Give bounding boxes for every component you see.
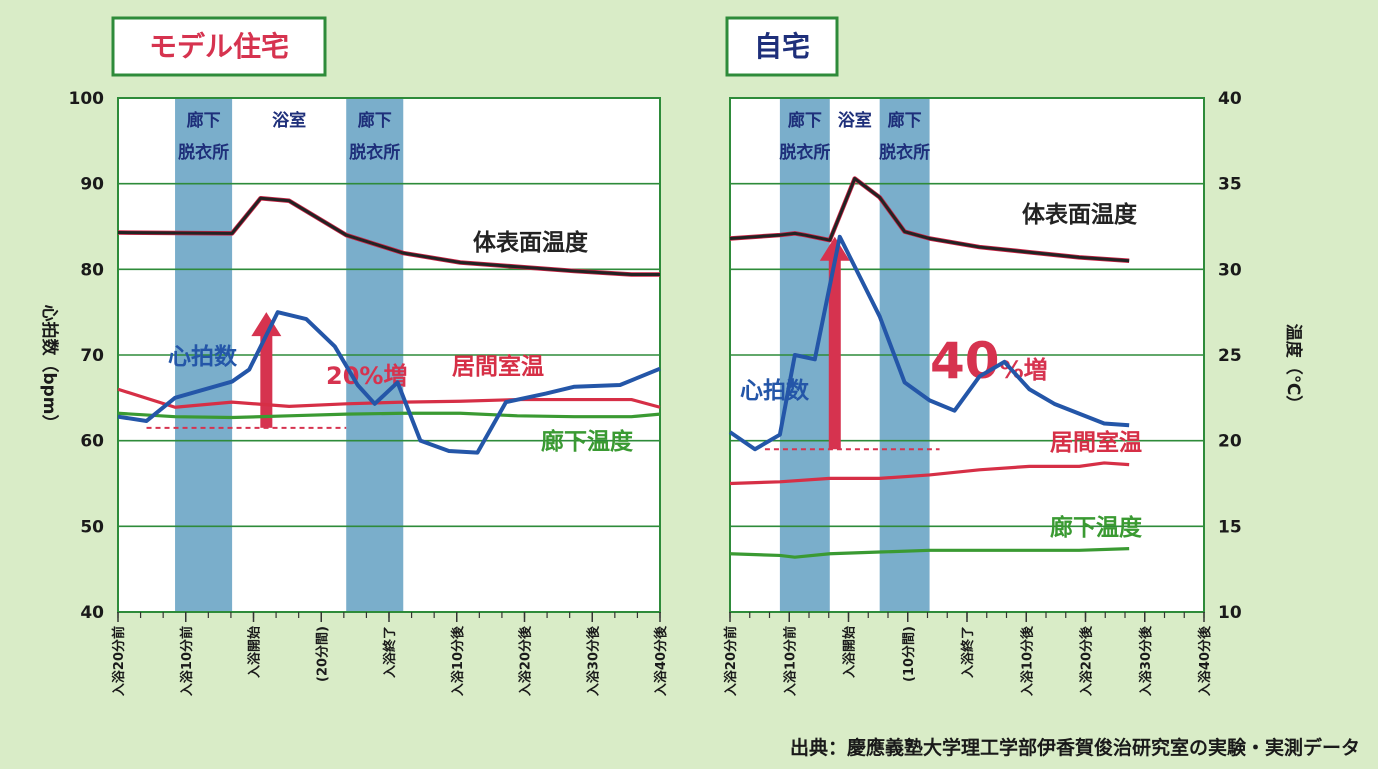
chart-title-box <box>725 16 839 77</box>
series-label: 体表面温度 <box>1022 201 1138 228</box>
y-tick-label: 100 <box>69 89 105 109</box>
x-tick-label: 入浴終了 <box>382 626 398 678</box>
x-tick-label: 入浴30分後 <box>585 625 601 696</box>
increase-arrow-shaft <box>828 258 841 450</box>
zone-label: 脱衣所 <box>178 142 229 163</box>
series-line-心拍数 <box>728 234 1130 452</box>
chart-title: 自宅 <box>754 30 810 63</box>
zone-label: 脱衣所 <box>349 142 400 163</box>
series-label: 居間室温 <box>452 353 544 380</box>
series-line-体表面温度 <box>117 196 660 276</box>
source-note: 出典：慶應義塾大学理工学部伊香賀俊治研究室の実験・実測データ <box>789 737 1360 759</box>
series-line-心拍数 <box>117 310 661 455</box>
x-tick-label: 入浴10分後 <box>450 625 466 696</box>
zone-label: 廊下 <box>187 110 221 131</box>
x-tick-label: (20分間) <box>314 626 330 682</box>
y-tick-label: 70 <box>80 346 104 366</box>
x-tick-label: 入浴40分後 <box>1197 625 1213 696</box>
x-tick-label: 入浴40分後 <box>653 625 669 696</box>
y-tick-label: 50 <box>80 517 104 537</box>
zone-label: 浴室 <box>272 110 306 131</box>
zone-label: 廊下 <box>788 110 822 131</box>
increase-arrow-shaft <box>260 334 273 428</box>
series-label: 廊下温度 <box>541 428 634 455</box>
series-label: 体表面温度 <box>473 229 589 256</box>
y-axis-label: 心拍数（bpm） <box>39 304 60 431</box>
series-line-居間室温 <box>729 461 1130 486</box>
series-line-廊下温度 <box>117 411 661 420</box>
y-tick-label: 10 <box>1218 603 1242 623</box>
series-label: 居間室温 <box>1050 429 1142 456</box>
y-tick-label: 40 <box>80 603 104 623</box>
series-line-体表面温度 <box>729 177 1130 263</box>
x-tick-label: 入浴開始 <box>247 626 263 678</box>
y-tick-label: 40 <box>1218 89 1242 109</box>
increase-arrow-head <box>251 312 282 337</box>
x-tick-label: 入浴20分後 <box>518 625 534 696</box>
series-label: 心拍数 <box>740 378 810 404</box>
series-label: 心拍数 <box>168 344 238 370</box>
y-tick-label: 80 <box>80 260 104 280</box>
y-tick-label: 15 <box>1218 517 1242 537</box>
zone-label: 廊下 <box>358 110 392 131</box>
x-tick-label: 入浴10分前 <box>179 626 195 696</box>
zone-label: 浴室 <box>838 110 872 131</box>
chart-title-box <box>111 16 327 77</box>
y-tick-label: 35 <box>1218 175 1242 195</box>
chart-title: モデル住宅 <box>149 30 289 63</box>
y-tick-label: 20 <box>1218 432 1242 452</box>
y-tick-label: 90 <box>80 175 104 195</box>
x-tick-label: 入浴20分前 <box>111 626 127 696</box>
series-label: 廊下温度 <box>1050 514 1143 541</box>
y-tick-label: 30 <box>1218 260 1242 280</box>
series-line-廊下温度 <box>729 547 1130 559</box>
y-tick-label: 25 <box>1218 346 1242 366</box>
x-tick-label: (10分間) <box>901 626 917 682</box>
y-tick-label: 60 <box>80 432 104 452</box>
y-axis-label: 温度（℃） <box>1283 324 1304 413</box>
increase-arrow-head <box>819 236 850 261</box>
x-tick-label: 入浴10分前 <box>782 626 798 696</box>
zone-label: 脱衣所 <box>879 142 930 163</box>
x-tick-label: 入浴30分後 <box>1138 625 1154 696</box>
zone-label: 廊下 <box>888 110 922 131</box>
x-tick-label: 入浴開始 <box>842 626 858 678</box>
zone-label: 脱衣所 <box>779 142 830 163</box>
x-tick-label: 入浴20分後 <box>1079 625 1095 696</box>
x-tick-label: 入浴10分後 <box>1019 625 1035 696</box>
x-tick-label: 入浴終了 <box>960 626 976 678</box>
x-tick-label: 入浴20分前 <box>723 626 739 696</box>
increase-label: 40%増 <box>930 332 1048 390</box>
